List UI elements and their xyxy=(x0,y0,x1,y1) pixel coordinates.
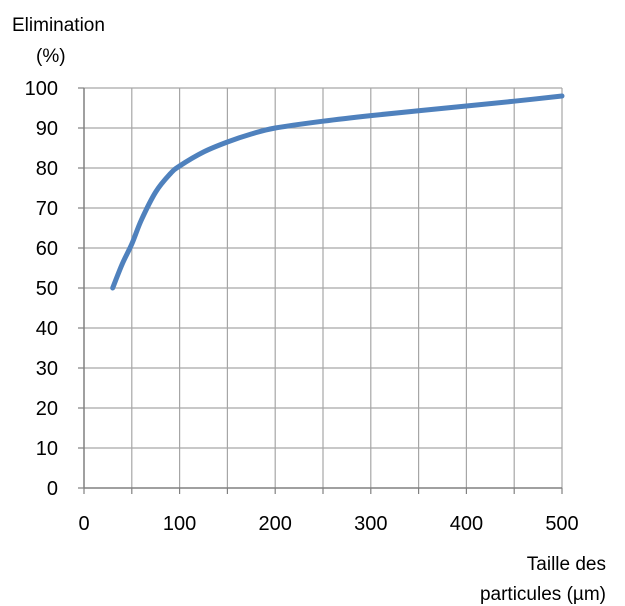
y-axis-title-line1: Elimination xyxy=(12,15,105,36)
y-axis-title-line2: (%) xyxy=(36,46,66,67)
x-axis-title-line1: Taille des xyxy=(527,554,606,575)
x-tick-label: 100 xyxy=(163,513,196,535)
grid xyxy=(84,87,563,488)
y-tick-label: 100 xyxy=(25,78,58,100)
y-tick-label: 80 xyxy=(36,158,58,180)
series-layer xyxy=(110,93,565,291)
y-tick-label: 60 xyxy=(36,238,58,260)
x-tick-label: 400 xyxy=(450,513,483,535)
y-tick-label: 90 xyxy=(36,118,58,140)
x-tick-label: 300 xyxy=(354,513,387,535)
y-tick-label: 30 xyxy=(36,358,58,380)
series-line xyxy=(110,93,565,291)
y-tick-label: 10 xyxy=(36,438,58,460)
y-tick-label: 40 xyxy=(36,318,58,340)
x-tick-label: 500 xyxy=(545,513,578,535)
y-tick-label: 20 xyxy=(36,398,58,420)
x-tick-labels: 0 100 200 300 400 500 xyxy=(78,513,578,535)
axes xyxy=(78,87,563,494)
y-tick-label: 50 xyxy=(36,278,58,300)
x-tick-label: 200 xyxy=(259,513,292,535)
y-tick-labels: 0 10 20 30 40 50 60 70 80 90 100 xyxy=(25,78,58,500)
x-axis-title-line2: particules (µm) xyxy=(480,584,606,605)
y-tick-label: 70 xyxy=(36,198,58,220)
y-tick-label: 0 xyxy=(47,478,58,500)
x-tick-label: 0 xyxy=(78,513,89,535)
